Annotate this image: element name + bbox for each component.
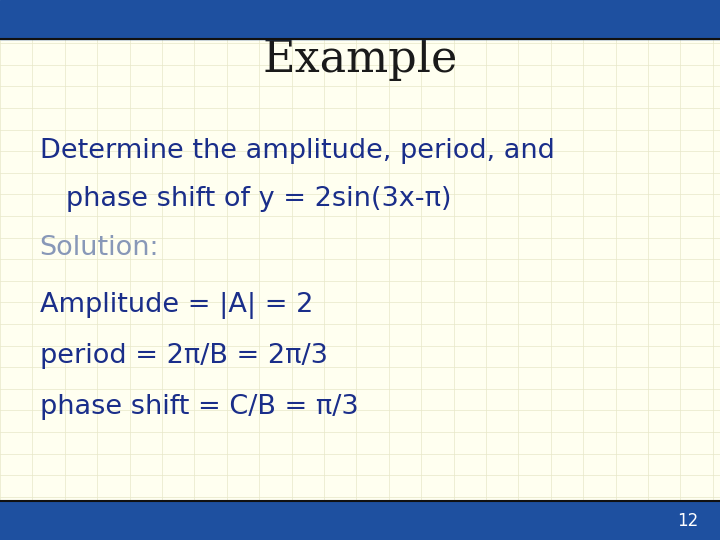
Text: period = 2π/B = 2π/3: period = 2π/B = 2π/3 xyxy=(40,343,328,369)
Text: phase shift = C/B = π/3: phase shift = C/B = π/3 xyxy=(40,394,359,420)
Text: Example: Example xyxy=(262,38,458,81)
Text: Solution:: Solution: xyxy=(40,235,159,261)
Text: phase shift of y = 2sin(3x-π): phase shift of y = 2sin(3x-π) xyxy=(40,186,451,212)
Text: 12: 12 xyxy=(677,511,698,530)
Text: Amplitude = |A| = 2: Amplitude = |A| = 2 xyxy=(40,292,313,319)
Text: Determine the amplitude, period, and: Determine the amplitude, period, and xyxy=(40,138,554,164)
